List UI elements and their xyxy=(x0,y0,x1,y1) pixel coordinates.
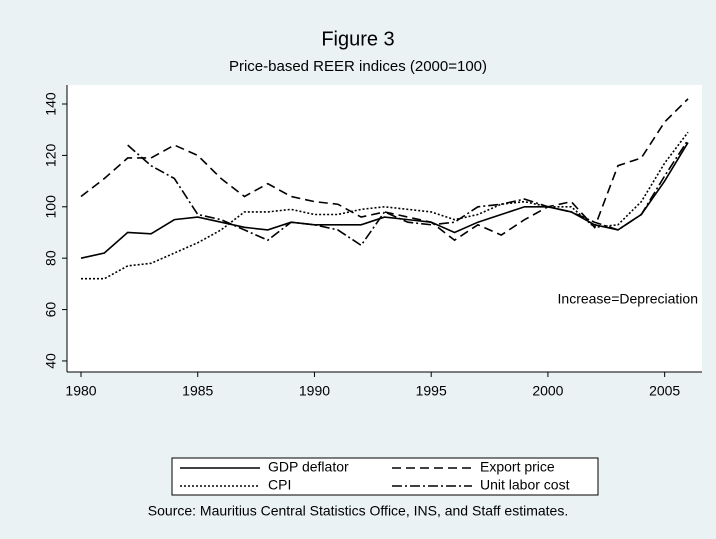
y-tick-label: 140 xyxy=(43,92,59,116)
legend-label: Export price xyxy=(480,459,555,475)
legend-label: CPI xyxy=(268,477,291,493)
y-tick-label: 40 xyxy=(43,353,59,369)
chart-subtitle: Price-based REER indices (2000=100) xyxy=(229,58,487,75)
series-line xyxy=(127,139,689,247)
plot-area xyxy=(67,85,702,372)
x-tick-label: 1990 xyxy=(299,383,330,399)
legend-label: Unit labor cost xyxy=(480,477,570,493)
y-tick-label: 60 xyxy=(43,302,59,318)
x-tick-label: 1985 xyxy=(182,383,213,399)
source-note: Source: Mauritius Central Statistics Off… xyxy=(148,503,568,519)
legend-label: GDP deflator xyxy=(268,459,349,475)
x-tick-label: 1995 xyxy=(416,383,447,399)
y-tick-label: 80 xyxy=(43,250,59,266)
y-tick-label: 120 xyxy=(43,144,59,168)
annotation: Increase=Depreciation xyxy=(558,291,698,307)
x-tick-label: 2005 xyxy=(649,383,680,399)
series-line xyxy=(80,142,689,259)
chart-title: Figure 3 xyxy=(321,28,394,50)
y-tick-label: 100 xyxy=(43,195,59,219)
legend xyxy=(171,457,599,496)
x-tick-label: 2000 xyxy=(532,383,563,399)
x-tick-label: 1980 xyxy=(65,383,96,399)
series-line xyxy=(80,98,689,242)
